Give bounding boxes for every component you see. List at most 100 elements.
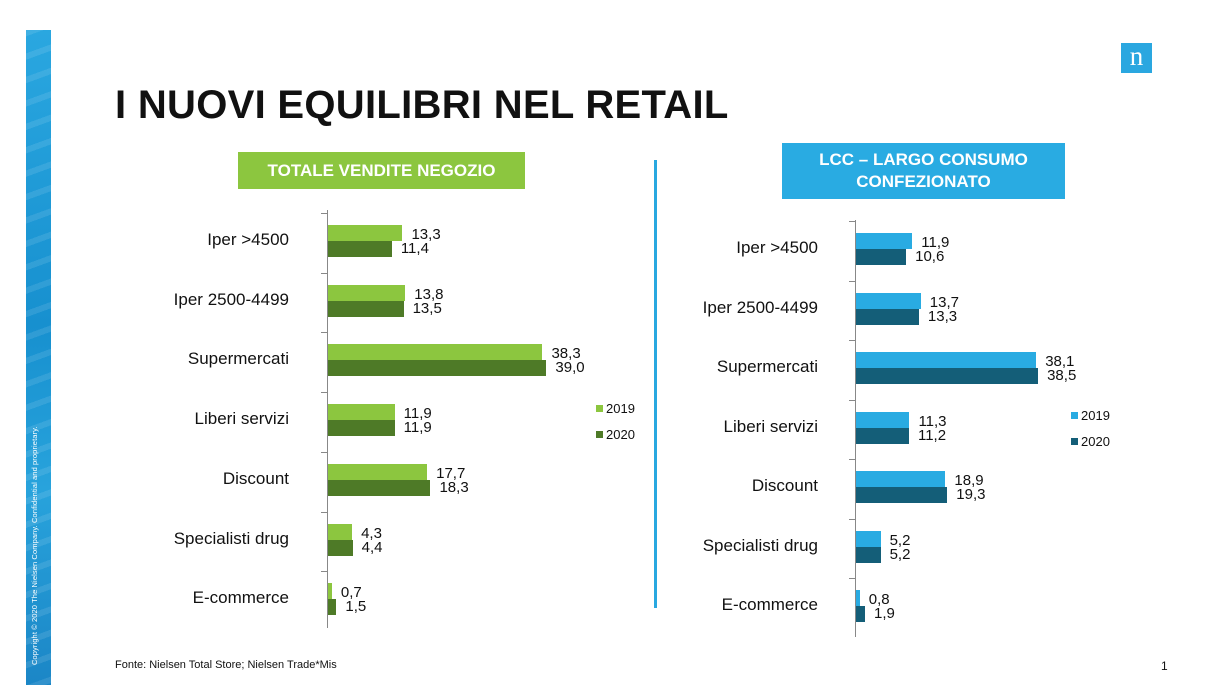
data-label-2019: 11,9: [403, 405, 432, 423]
category-label: Supermercati: [187, 349, 289, 369]
right-chart-title: LCC – LARGO CONSUMO CONFEZIONATO: [782, 143, 1065, 199]
data-label-2020: 39,0: [555, 359, 585, 377]
legend-item-2019: 2019: [1071, 408, 1110, 423]
y-axis-line: [855, 220, 856, 637]
data-label-2019: 38,1: [1045, 353, 1075, 370]
category-label: Iper 2500-4499: [702, 297, 818, 317]
data-label-2019: 11,3: [918, 412, 947, 430]
data-label-2019: 11,9: [921, 234, 950, 251]
data-label-2020: 13,5: [412, 299, 442, 317]
data-label-2020: 18,3: [439, 478, 469, 496]
data-label-2020: 38,5: [1047, 367, 1077, 384]
data-label-2019: 17,7: [436, 464, 466, 482]
y-axis-tick: [321, 571, 327, 573]
bar-2019: [328, 225, 403, 241]
data-label-2020: 13,3: [927, 307, 958, 325]
category-label: Discount: [222, 468, 289, 488]
data-label-2020: 10,6: [915, 248, 945, 265]
data-label-2019: 38,3: [551, 345, 581, 363]
bar-2019: [328, 463, 428, 480]
bar-2020: [328, 300, 404, 317]
data-label-2019: 0,8: [868, 591, 890, 608]
bar-2020: [856, 487, 948, 503]
bar-2019: [856, 590, 860, 606]
data-label-2019: 0,7: [340, 584, 362, 602]
y-axis-tick: [321, 272, 327, 274]
panel-divider: [654, 160, 657, 608]
bar-2019: [328, 404, 395, 421]
bar-2020: [328, 360, 547, 377]
category-label: Liberi servizi: [194, 409, 289, 429]
page-title: I NUOVI EQUILIBRI NEL RETAIL: [115, 83, 729, 127]
y-axis-tick: [321, 392, 327, 394]
bar-2019: [856, 233, 913, 249]
bar-2020: [328, 479, 431, 496]
bar-2020: [328, 599, 337, 616]
legend-label-2020: 2020: [606, 427, 635, 442]
y-axis-tick: [849, 399, 855, 401]
category-label: Supermercati: [716, 357, 818, 376]
y-axis-tick: [849, 340, 855, 341]
data-label-2019: 18,9: [954, 472, 984, 489]
bar-2019: [328, 284, 406, 301]
legend-label-2020: 2020: [1081, 434, 1110, 449]
y-axis-tick: [849, 518, 855, 520]
bar-2019: [856, 411, 910, 428]
y-axis-tick: [849, 578, 855, 579]
bar-2019: [328, 523, 353, 540]
category-label: Discount: [751, 476, 818, 495]
bar-2020: [856, 427, 909, 444]
data-label-2019: 13,7: [929, 293, 959, 311]
legend-label-2019: 2019: [1081, 408, 1110, 423]
legend-item-2020: 2020: [596, 427, 635, 442]
y-axis-line: [327, 210, 328, 628]
data-label-2020: 11,9: [403, 419, 432, 437]
category-label: Iper 2500-4499: [173, 289, 289, 309]
data-label-2019: 4,3: [361, 524, 382, 542]
category-label: Iper >4500: [207, 230, 289, 249]
left-chart-title-line: TOTALE VENDITE NEGOZIO: [267, 160, 496, 180]
bar-2020: [856, 368, 1039, 384]
category-label: Specialisti drug: [702, 535, 818, 555]
bar-2019: [856, 471, 946, 487]
bar-2020: [856, 546, 881, 563]
legend-swatch-2020: [596, 431, 603, 438]
bar-2019: [856, 530, 881, 547]
data-label-2020: 1,9: [873, 605, 895, 622]
bar-2019: [328, 344, 543, 361]
bar-2020: [328, 241, 392, 257]
left-chart-title: TOTALE VENDITE NEGOZIO: [238, 152, 525, 189]
legend-item-2019: 2019: [596, 401, 635, 416]
data-label-2020: 5,2: [889, 545, 911, 563]
category-label: Specialisti drug: [173, 528, 289, 548]
data-label-2019: 13,8: [414, 285, 444, 303]
category-label: E-commerce: [192, 588, 289, 608]
bar-2020: [856, 308, 919, 325]
y-axis-tick: [321, 451, 327, 453]
data-label-2019: 5,2: [889, 531, 911, 549]
right-chart-title-line-1: LCC – LARGO CONSUMO: [819, 150, 1028, 169]
legend-swatch-2019: [596, 405, 603, 412]
data-label-2020: 1,5: [345, 598, 367, 616]
bar-2019: [856, 292, 921, 309]
data-label-2019: 13,3: [411, 226, 441, 243]
left-accent-strip: [26, 30, 51, 685]
legend-label-2019: 2019: [606, 401, 635, 416]
y-axis-tick: [849, 221, 855, 222]
page-number: 1: [1161, 659, 1168, 673]
y-axis-tick: [849, 280, 855, 282]
bar-2020: [328, 539, 353, 556]
copyright-notice: Copyright © 2020 The Nielsen Company. Co…: [30, 426, 39, 665]
y-axis-tick: [321, 332, 327, 334]
legend-item-2020: 2020: [1071, 434, 1110, 449]
bar-2020: [856, 606, 865, 622]
category-label: E-commerce: [721, 595, 818, 614]
category-label: Liberi servizi: [723, 416, 818, 436]
legend-swatch-2020: [1071, 438, 1078, 445]
y-axis-tick: [321, 511, 327, 513]
data-label-2020: 19,3: [956, 486, 986, 503]
data-label-2020: 11,2: [917, 426, 947, 444]
nielsen-logo: n: [1121, 43, 1152, 73]
y-axis-tick: [849, 459, 855, 460]
bar-2019: [856, 352, 1037, 368]
